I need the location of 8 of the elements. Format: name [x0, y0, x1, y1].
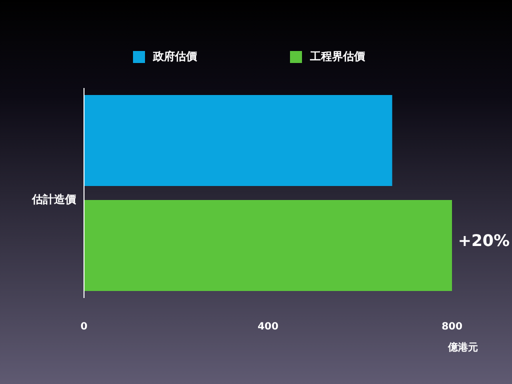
- x-axis-title: 億港元: [447, 342, 478, 354]
- x-tick-label: 400: [258, 322, 278, 333]
- legend-label: 工程界估價: [309, 50, 366, 64]
- x-tick-label: 0: [80, 322, 88, 333]
- legend-label: 政府估價: [152, 50, 198, 64]
- x-tick-label: 800: [442, 322, 462, 333]
- y-axis-title: 估計造價: [31, 193, 77, 206]
- annotation: +20%: [458, 230, 510, 250]
